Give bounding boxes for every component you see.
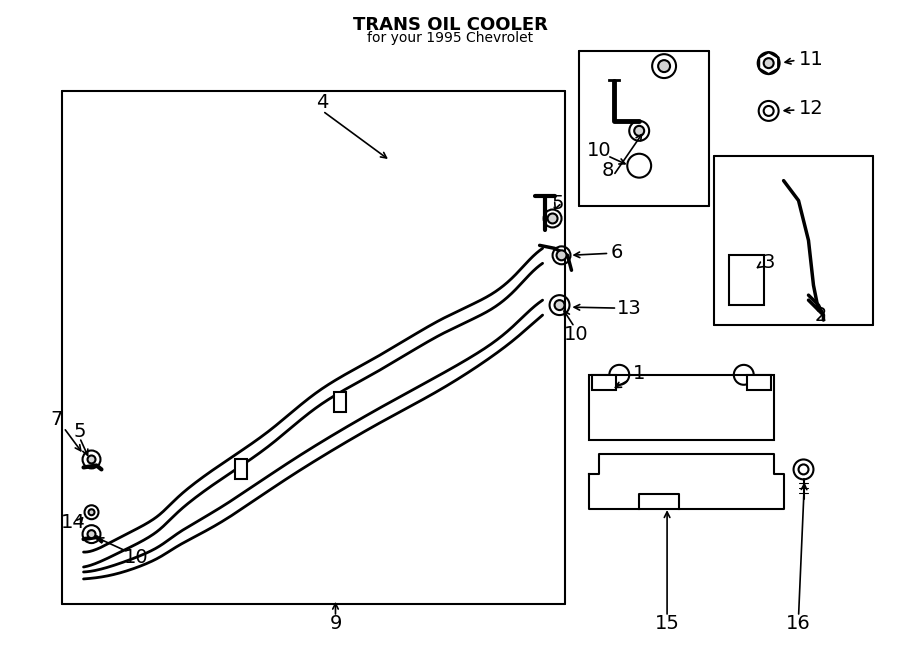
Text: 4: 4: [316, 93, 328, 113]
Circle shape: [556, 250, 566, 260]
Text: 5: 5: [74, 422, 86, 441]
Text: for your 1995 Chevrolet: for your 1995 Chevrolet: [367, 31, 533, 45]
Bar: [592, 375, 617, 390]
Text: 5: 5: [552, 194, 563, 213]
Circle shape: [87, 455, 95, 463]
Text: 10: 10: [124, 547, 148, 567]
Circle shape: [634, 126, 644, 136]
Text: 8: 8: [601, 161, 614, 180]
Text: 1: 1: [633, 364, 645, 383]
Bar: [747, 375, 770, 390]
Text: 12: 12: [798, 99, 824, 118]
Circle shape: [547, 214, 557, 224]
Bar: [335, 392, 346, 412]
Text: 10: 10: [587, 141, 612, 160]
Text: 6: 6: [611, 243, 624, 262]
Text: 7: 7: [50, 410, 63, 429]
Circle shape: [88, 509, 94, 515]
Circle shape: [764, 58, 774, 68]
Text: 2: 2: [814, 306, 826, 324]
Bar: [590, 375, 774, 440]
Circle shape: [658, 60, 670, 72]
Text: 3: 3: [762, 253, 775, 272]
Text: 16: 16: [787, 614, 811, 634]
Circle shape: [87, 530, 95, 538]
Bar: [729, 256, 764, 305]
Text: 13: 13: [616, 299, 642, 318]
Text: 14: 14: [61, 512, 86, 532]
Polygon shape: [590, 455, 784, 509]
Text: 9: 9: [329, 614, 342, 634]
Bar: [235, 459, 247, 479]
Circle shape: [554, 300, 564, 310]
Text: 10: 10: [564, 326, 589, 344]
Text: 11: 11: [798, 50, 824, 69]
Text: 15: 15: [654, 614, 680, 634]
Text: TRANS OIL COOLER: TRANS OIL COOLER: [353, 17, 547, 34]
